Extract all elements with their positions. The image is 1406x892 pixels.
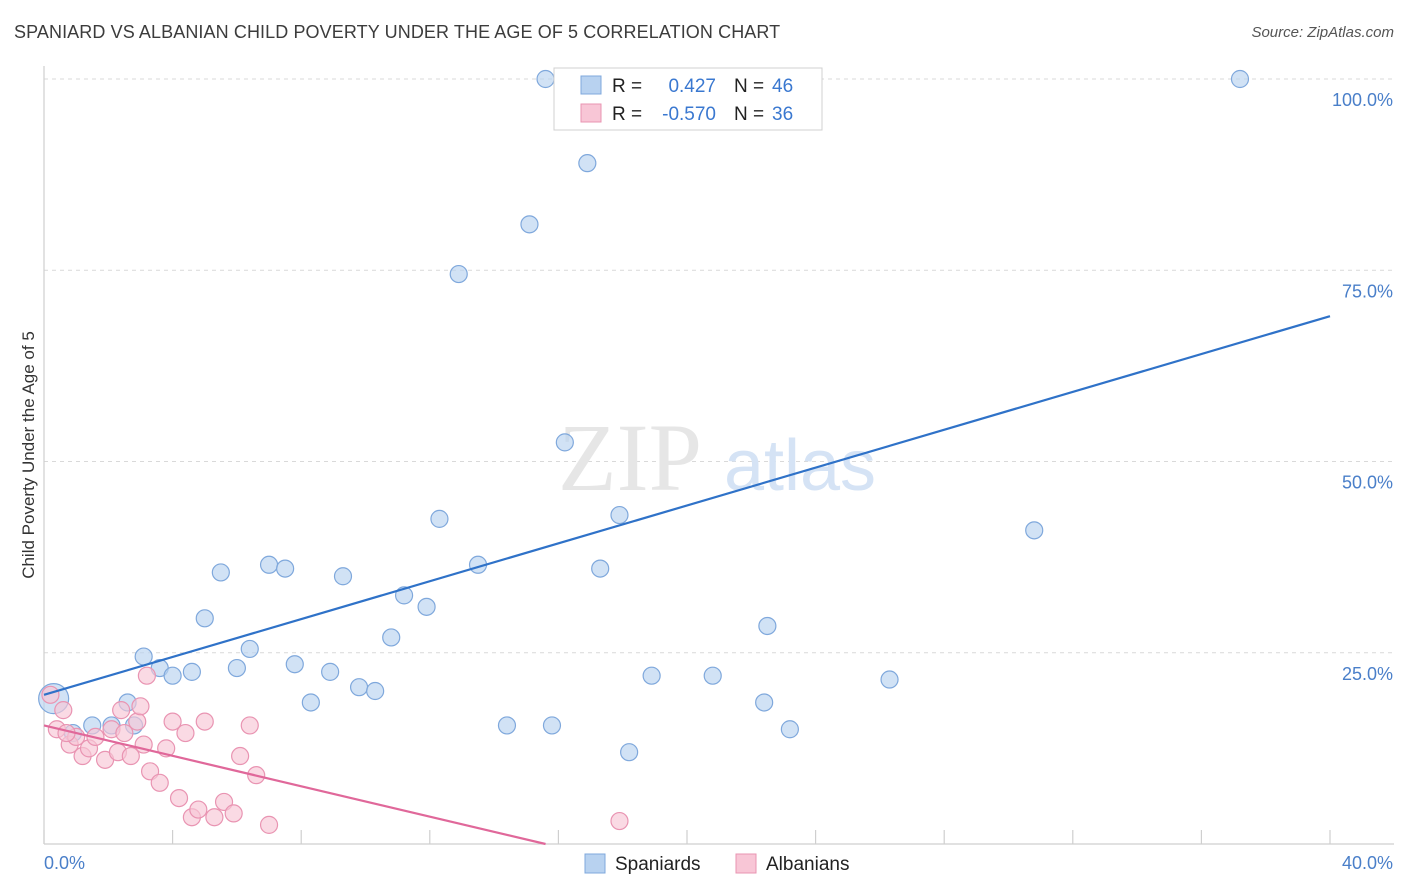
legend-swatch-spaniards <box>580 75 602 95</box>
spaniards-point <box>240 639 259 659</box>
spaniards-point <box>520 215 539 234</box>
spaniards-point <box>259 555 279 574</box>
spaniards-point <box>182 662 201 681</box>
spaniards-point <box>333 567 353 586</box>
legend-r-label-2: R = <box>612 104 642 125</box>
spaniards-point <box>880 670 899 689</box>
spaniards-point <box>227 658 246 678</box>
albanians-point <box>121 746 140 766</box>
spaniards-point <box>382 628 401 647</box>
legend-top: R = 0.427 N = 46 R = -0.570 N = 36 <box>553 67 823 131</box>
albanians-point <box>189 800 208 819</box>
spaniards-point <box>642 666 661 685</box>
legend-bottom: Spaniards Albanians <box>584 853 849 875</box>
legend-r-label-1: R = <box>612 76 642 97</box>
albanians-point <box>150 773 169 792</box>
axes <box>43 66 1394 845</box>
source-credit: Source: ZipAtlas.com <box>1251 24 1394 41</box>
spaniards-point <box>449 264 468 284</box>
spaniards-point <box>542 716 562 735</box>
albanians-points <box>41 666 629 834</box>
spaniards-point <box>610 505 629 525</box>
spaniards-point <box>301 693 320 712</box>
spaniards-point <box>620 743 639 762</box>
bottom-legend-swatch-spaniards <box>584 853 606 874</box>
albanians-point <box>112 701 131 720</box>
chart-title: SPANIARD VS ALBANIAN CHILD POVERTY UNDER… <box>14 22 781 42</box>
albanians-point <box>176 723 195 743</box>
albanians-point <box>195 712 214 731</box>
y-tick-labels: 25.0% 50.0% 75.0% 100.0% <box>1332 90 1393 684</box>
x-tick-labels: 0.0% 40.0% <box>44 853 1393 873</box>
legend-n-label-1: N = <box>734 76 764 97</box>
spaniards-point <box>276 559 295 578</box>
albanians-point <box>224 804 243 823</box>
spaniards-point <box>780 720 799 739</box>
spaniards-point <box>497 716 517 735</box>
y-tick-label: 75.0% <box>1342 281 1393 301</box>
albanians-point <box>231 746 250 766</box>
spaniards-point <box>1230 69 1250 89</box>
spaniards-point <box>755 693 774 712</box>
spaniards-point <box>578 154 597 173</box>
albanians-trendline <box>43 724 546 846</box>
y-tick-label: 50.0% <box>1342 473 1393 493</box>
bottom-legend-spaniards: Spaniards <box>615 854 701 875</box>
spaniards-point <box>321 662 340 681</box>
y-tick-label: 100.0% <box>1332 90 1393 110</box>
gridlines <box>44 78 1394 654</box>
legend-r-value-1: 0.427 <box>668 76 716 97</box>
spaniards-point <box>211 563 230 582</box>
albanians-point <box>163 712 182 731</box>
albanians-point <box>115 723 134 743</box>
albanians-point <box>205 808 224 827</box>
y-axis-label: Child Poverty Under the Age of 5 <box>19 331 38 579</box>
spaniards-point <box>349 678 369 697</box>
trendlines <box>43 315 1331 846</box>
albanians-point <box>240 716 259 735</box>
spaniards-point <box>417 597 436 616</box>
bottom-legend-albanians: Albanians <box>766 854 849 875</box>
spaniards-trendline <box>43 315 1331 696</box>
spaniards-point <box>366 681 385 701</box>
albanians-point <box>169 788 189 808</box>
spaniards-point <box>555 433 574 452</box>
spaniards-point <box>134 647 153 666</box>
x-tick-label: 0.0% <box>44 853 85 873</box>
bottom-legend-swatch-albanians <box>735 853 757 874</box>
spaniards-points <box>38 69 1250 762</box>
legend-n-value-1: 46 <box>772 76 793 97</box>
watermark-atlas: atlas <box>724 426 876 506</box>
spaniards-point <box>591 559 610 578</box>
spaniards-point <box>536 69 555 89</box>
spaniards-point <box>163 666 182 685</box>
y-tick-label: 25.0% <box>1342 664 1393 684</box>
albanians-point <box>137 666 156 685</box>
spaniards-point <box>703 666 722 685</box>
albanians-point <box>259 815 279 834</box>
spaniards-point <box>430 509 449 528</box>
spaniards-point <box>285 655 304 674</box>
legend-n-label-2: N = <box>734 104 764 125</box>
albanians-point <box>128 712 147 731</box>
watermark-zip: ZIP <box>558 404 702 511</box>
albanians-point <box>610 811 629 831</box>
legend-swatch-albanians <box>580 103 602 123</box>
spaniards-point <box>758 616 777 636</box>
spaniards-point <box>195 609 214 628</box>
legend-n-value-2: 36 <box>772 104 793 125</box>
spaniards-point <box>1025 521 1044 540</box>
albanians-point <box>131 697 150 716</box>
x-tick-label: 40.0% <box>1342 853 1393 873</box>
albanians-point <box>54 701 73 720</box>
legend-r-value-2: -0.570 <box>662 104 716 125</box>
